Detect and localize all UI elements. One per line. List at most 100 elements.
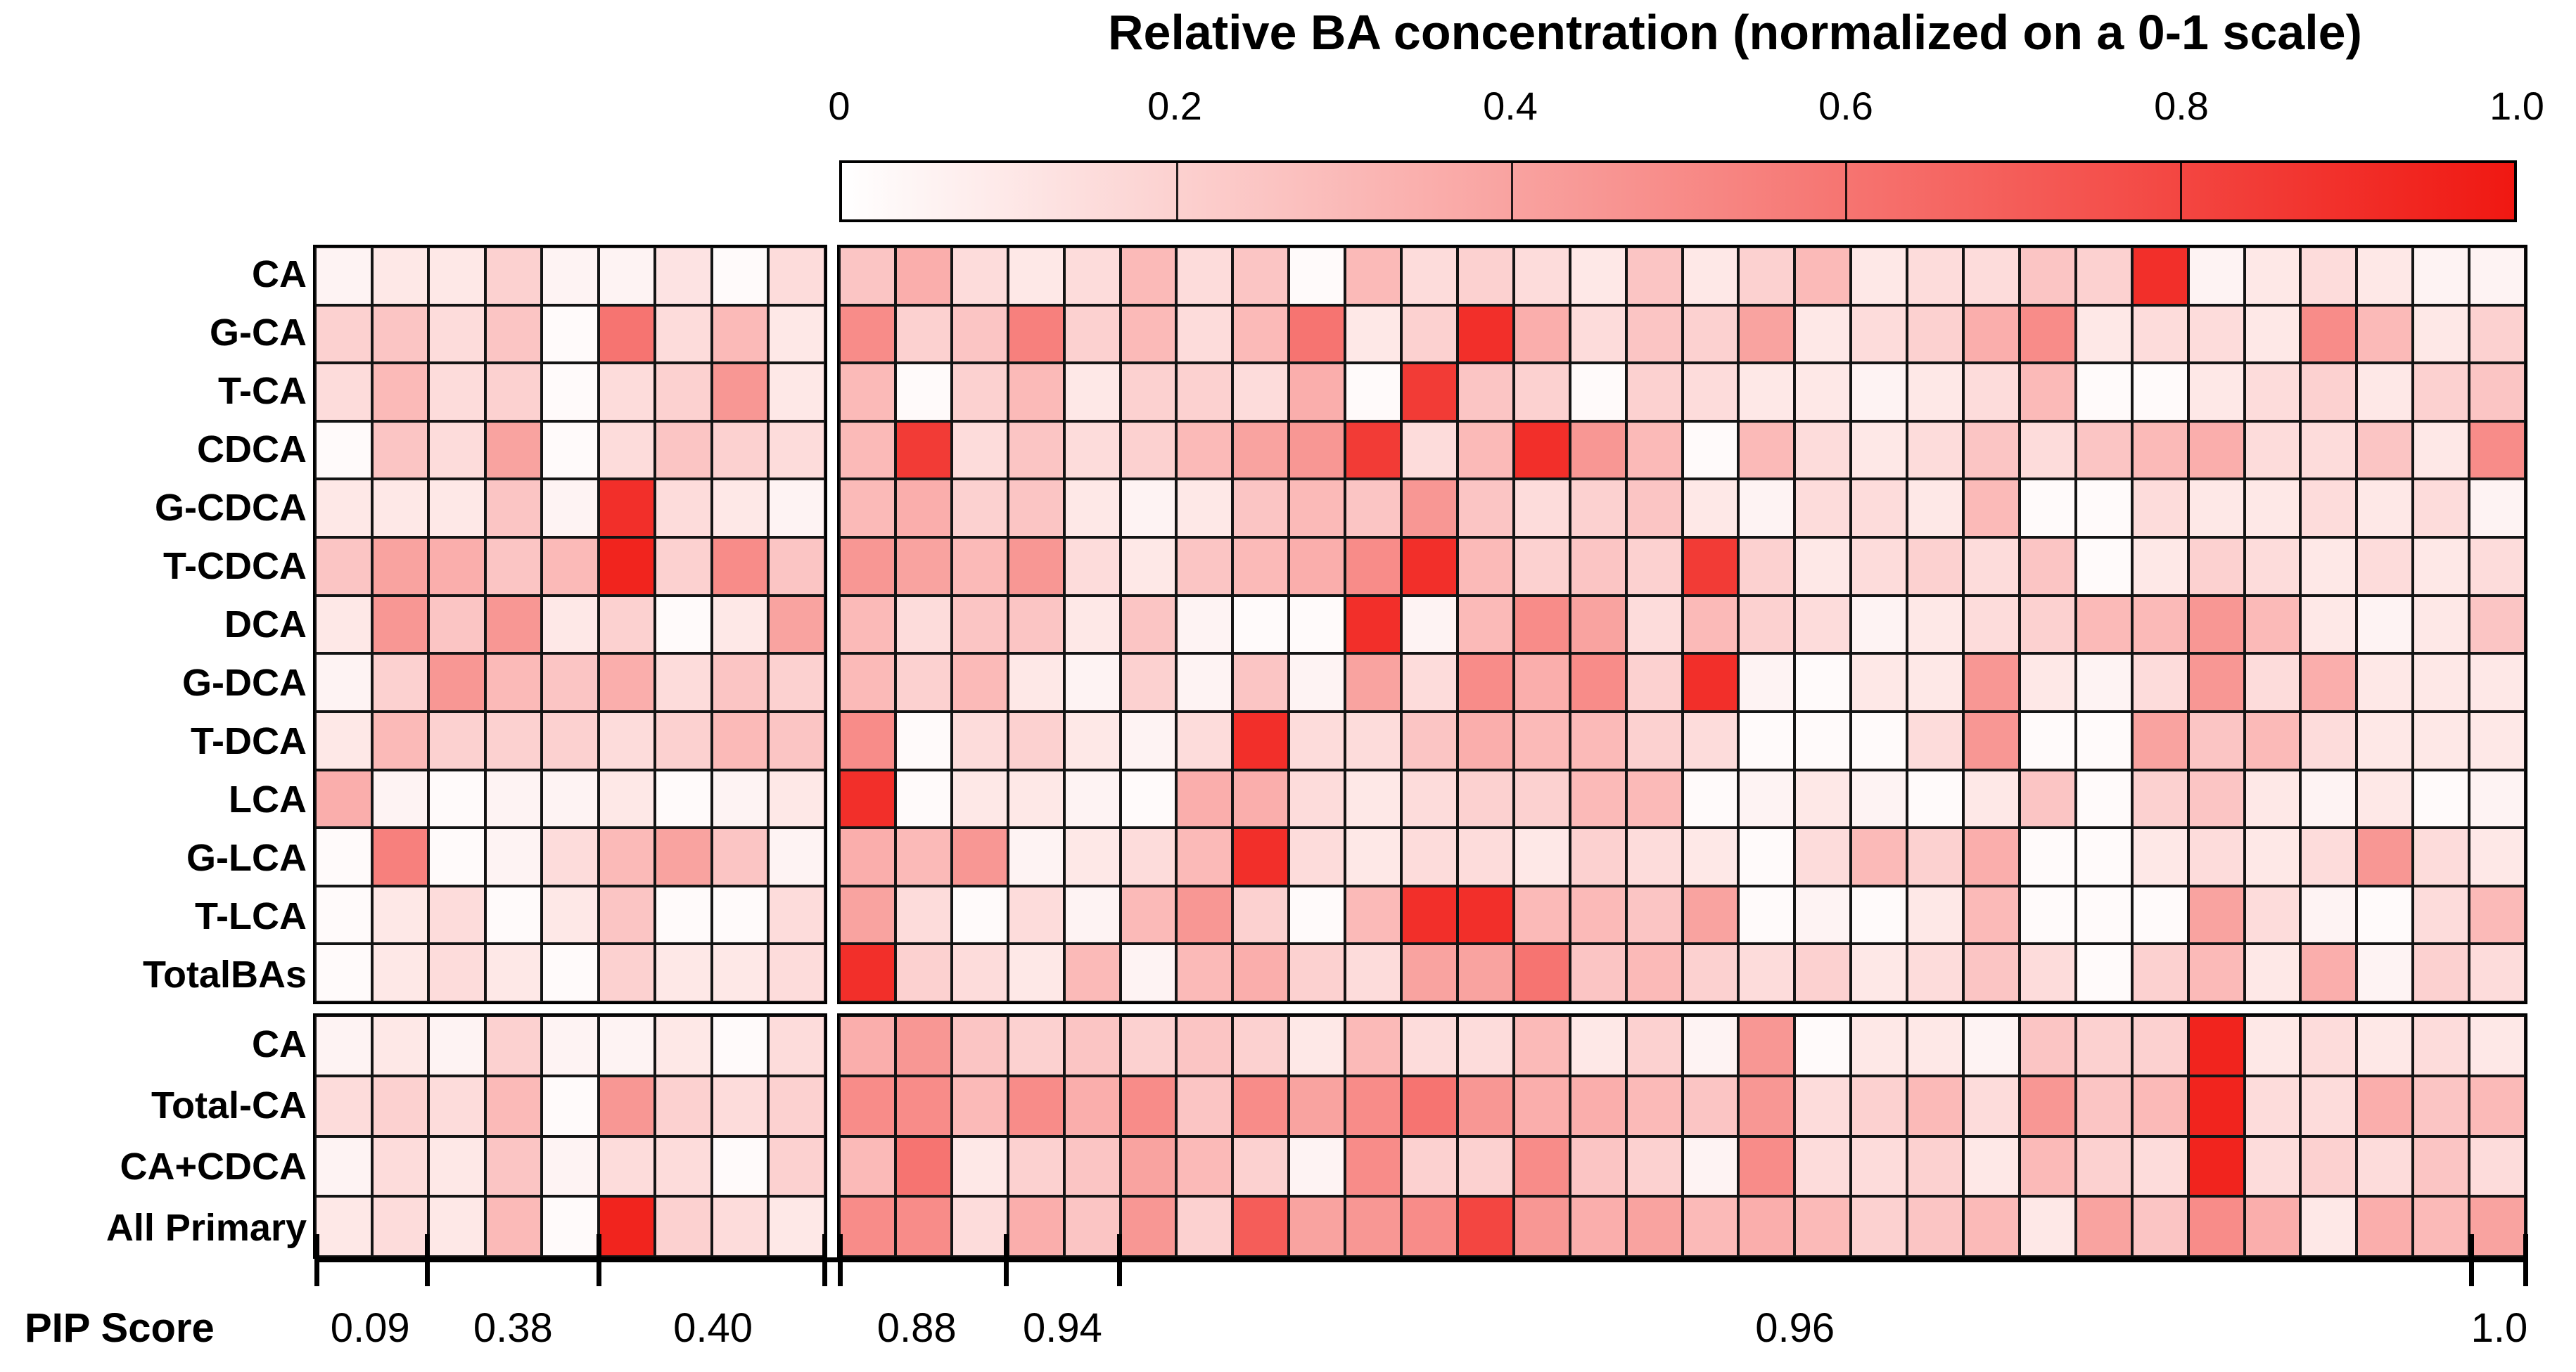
pip-axis-tick (597, 1234, 602, 1286)
heatmap-cell (2357, 711, 2414, 770)
heatmap-cell (2131, 885, 2188, 944)
heatmap-cell (1513, 1196, 1570, 1257)
heatmap-cell (1738, 304, 1795, 364)
heatmap-cell (1457, 247, 1514, 305)
heatmap-cell (1569, 363, 1626, 421)
heatmap-cell (1064, 421, 1121, 480)
heatmap-cell (1626, 828, 1683, 886)
heatmap-cell (371, 1075, 429, 1136)
heatmap-cell (1569, 885, 1626, 944)
heatmap-cell (1963, 828, 2020, 886)
pip-axis-tick (314, 1234, 319, 1286)
heatmap-cell (1907, 828, 1963, 886)
heatmap-cell (839, 828, 895, 886)
heatmap-cell (1569, 944, 1626, 1002)
heatmap-cell (1457, 1136, 1514, 1197)
heatmap-cell (1120, 653, 1177, 712)
heatmap-cell (1120, 828, 1177, 886)
heatmap-cell (655, 769, 712, 828)
heatmap-cell (315, 1075, 372, 1136)
heatmap-cell (2075, 711, 2132, 770)
heatmap-cell (1851, 1015, 1908, 1076)
heatmap-cell (2019, 537, 2076, 596)
heatmap-cell (1738, 595, 1795, 654)
heatmap-cell (1176, 1196, 1233, 1257)
heatmap-cell (1289, 944, 1346, 1002)
heatmap-cell (1682, 711, 1739, 770)
heatmap-cell (1626, 1136, 1683, 1197)
heatmap-cell (895, 828, 952, 886)
heatmap-cell (1794, 828, 1851, 886)
pip-axis-line (314, 1257, 2527, 1262)
heatmap-cell (1794, 1196, 1851, 1257)
heatmap-cell (1176, 247, 1233, 305)
heatmap-cell (2131, 944, 2188, 1002)
heatmap-cell (711, 711, 769, 770)
heatmap-cell (1064, 595, 1121, 654)
heatmap-cell (1569, 1015, 1626, 1076)
heatmap-cell (839, 247, 895, 305)
heatmap-cell (2019, 1075, 2076, 1136)
heatmap-cell (1176, 421, 1233, 480)
heatmap-cell (1176, 944, 1233, 1002)
heatmap-cell (2019, 304, 2076, 364)
heatmap-cell (1794, 363, 1851, 421)
heatmap-cell (2413, 885, 2470, 944)
heatmap-cell (2244, 769, 2301, 828)
heatmap-cell (951, 304, 1008, 364)
heatmap-cell (1794, 304, 1851, 364)
heatmap-cell (1963, 1015, 2020, 1076)
heatmap-cell (1513, 1015, 1570, 1076)
heatmap-cell (2188, 421, 2245, 480)
heatmap-cell (2357, 653, 2414, 712)
heatmap-cell (895, 653, 952, 712)
heatmap-cell (1626, 595, 1683, 654)
heatmap-cell (2244, 595, 2301, 654)
heatmap-cell (768, 1136, 825, 1197)
heatmap-cell (1626, 363, 1683, 421)
heatmap-cell (1907, 479, 1963, 538)
heatmap-cell (711, 1015, 769, 1076)
heatmap-cell (655, 595, 712, 654)
heatmap-cell (1738, 1136, 1795, 1197)
heatmap-cell (542, 304, 599, 364)
heatmap-cell (1738, 479, 1795, 538)
heatmap-cell (371, 363, 429, 421)
heatmap-cell (2413, 363, 2470, 421)
heatmap-cell (2413, 1136, 2470, 1197)
heatmap-cell (598, 1015, 656, 1076)
heatmap-cell (428, 828, 485, 886)
heatmap-cell (1120, 1196, 1177, 1257)
heatmap-cell (2413, 769, 2470, 828)
heatmap-cell (1907, 1015, 1963, 1076)
heatmap-cell (485, 537, 542, 596)
heatmap-cell (1401, 1015, 1458, 1076)
colorbar (839, 160, 2517, 222)
heatmap-cell (428, 421, 485, 480)
heatmap-cell (2244, 711, 2301, 770)
heatmap-cell (598, 885, 656, 944)
heatmap-cell (2300, 479, 2357, 538)
heatmap-cell (428, 363, 485, 421)
heatmap-cell (711, 885, 769, 944)
heatmap-cell (485, 944, 542, 1002)
heatmap-cell (2244, 421, 2301, 480)
heatmap-cell (2300, 595, 2357, 654)
heatmap-cell (1963, 769, 2020, 828)
heatmap-cell (768, 247, 825, 305)
heatmap-cell (1738, 769, 1795, 828)
heatmap-cell (428, 1196, 485, 1257)
heatmap-cell (1682, 421, 1739, 480)
heatmap-cell (895, 769, 952, 828)
heatmap-cell (711, 769, 769, 828)
heatmap-cell (2357, 595, 2414, 654)
heatmap-cell (428, 595, 485, 654)
heatmap-cell (951, 421, 1008, 480)
colorbar-tick-mark (2179, 163, 2182, 219)
heatmap-cell (2131, 1196, 2188, 1257)
heatmap-cell (768, 769, 825, 828)
heatmap-cell (598, 944, 656, 1002)
heatmap-cell (839, 711, 895, 770)
heatmap-cell (655, 711, 712, 770)
heatmap-cell (2469, 769, 2525, 828)
